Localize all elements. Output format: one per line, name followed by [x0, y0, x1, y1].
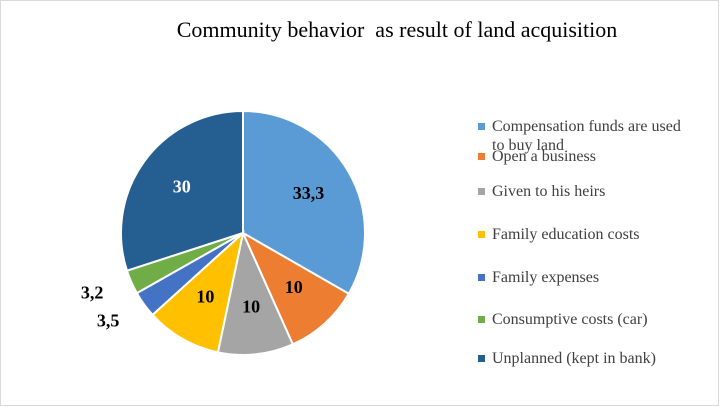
chart-title: Community behavior as result of land acq… [177, 17, 618, 42]
legend-item: Family education costs [478, 225, 718, 244]
legend-item: Family expenses [478, 268, 718, 287]
legend-label: Consumptive costs (car) [492, 311, 648, 328]
legend-item: Given to his heirs [478, 182, 718, 201]
data-label: 10 [242, 296, 260, 316]
legend-swatch [478, 153, 485, 160]
legend-label: Given to his heirs [492, 183, 606, 200]
legend-swatch [478, 123, 485, 130]
legend-item: Consumptive costs (car) [478, 310, 718, 329]
legend-label: Compensation funds are used to buy land [492, 118, 681, 154]
data-label: 10 [196, 287, 214, 307]
data-label: 10 [285, 277, 303, 297]
pie-slice [242, 109, 366, 296]
legend-swatch [478, 355, 485, 362]
data-label: 30 [173, 177, 191, 197]
legend-label: Family expenses [492, 269, 600, 286]
legend-swatch [478, 316, 485, 323]
legend-label: Unplanned (kept in bank) [492, 350, 656, 367]
legend-item: Unplanned (kept in bank) [478, 349, 718, 368]
data-label: 33,3 [293, 183, 325, 203]
data-label: 3,2 [81, 283, 104, 303]
pie-slice [151, 230, 245, 354]
legend-label: Family education costs [492, 226, 640, 243]
pie-slice [120, 109, 244, 272]
legend-item: Open a business [478, 147, 718, 166]
legend-label: Open a business [492, 148, 596, 165]
pie-slice [240, 230, 351, 346]
legend-swatch [478, 188, 485, 195]
data-label: 3,5 [97, 310, 120, 330]
legend-item: Compensation funds are used to buy land [478, 117, 718, 155]
legend-swatch [478, 231, 485, 238]
legend-swatch [478, 274, 485, 281]
